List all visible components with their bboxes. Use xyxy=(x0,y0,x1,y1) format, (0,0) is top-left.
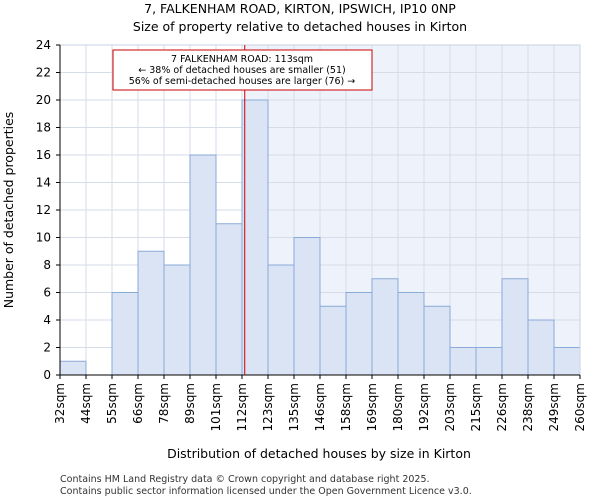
bar xyxy=(111,292,139,376)
x-tick-label: 249sqm xyxy=(547,383,561,431)
x-tick-label: 146sqm xyxy=(313,383,327,431)
annotation-line2: ← 38% of detached houses are smaller (51… xyxy=(138,65,345,76)
bar xyxy=(293,237,321,376)
x-tick-label: 180sqm xyxy=(391,383,405,431)
y-tick-label: 22 xyxy=(36,66,51,80)
x-tick-label: 112sqm xyxy=(235,383,249,431)
y-axis-label: Number of detached properties xyxy=(1,112,16,309)
x-tick-labels: 32sqm 44sqm 55sqm 66sqm 78sqm 89sqm 101sqm 112s… xyxy=(53,375,587,431)
bar xyxy=(397,292,425,376)
bar xyxy=(137,250,165,376)
y-tick-label: 20 xyxy=(36,93,51,107)
bar xyxy=(267,264,295,376)
annotation-line3: 56% of semi-detached houses are larger (… xyxy=(129,76,356,87)
bar xyxy=(527,319,555,376)
bar xyxy=(319,305,347,376)
y-tick-label: 6 xyxy=(43,286,51,300)
x-tick-label: 101sqm xyxy=(209,383,223,431)
y-tick-label: 2 xyxy=(43,341,51,355)
bar xyxy=(241,99,269,376)
x-tick-label: 32sqm xyxy=(53,383,67,424)
x-tick-label: 66sqm xyxy=(131,383,145,424)
chart-title-line2: Size of property relative to detached ho… xyxy=(133,19,467,34)
x-axis-label: Distribution of detached houses by size … xyxy=(167,446,471,461)
bar xyxy=(449,347,477,376)
y-tick-label: 18 xyxy=(36,121,51,135)
x-tick-label: 215sqm xyxy=(469,383,483,431)
x-tick-label: 55sqm xyxy=(105,383,119,424)
annotation-box: 7 FALKENHAM ROAD: 113sqm ← 38% of detach… xyxy=(112,49,373,91)
x-tick-label: 123sqm xyxy=(261,383,275,431)
bar xyxy=(189,154,217,376)
footer-line2: Contains public sector information licen… xyxy=(60,486,472,497)
x-tick-label: 135sqm xyxy=(287,383,301,431)
bar xyxy=(345,292,373,376)
x-tick-label: 44sqm xyxy=(79,383,93,424)
annotation-line1: 7 FALKENHAM ROAD: 113sqm xyxy=(171,54,313,65)
x-tick-label: 238sqm xyxy=(521,383,535,431)
footer-line1: Contains HM Land Registry data © Crown c… xyxy=(60,474,430,485)
bar xyxy=(371,278,399,376)
annotation-border xyxy=(112,49,373,91)
bar xyxy=(215,223,243,376)
y-tick-label: 12 xyxy=(36,203,51,217)
y-tick-label: 24 xyxy=(36,38,51,52)
bar xyxy=(423,305,451,376)
x-tick-label: 169sqm xyxy=(365,383,379,431)
bar xyxy=(59,360,87,376)
x-tick-label: 260sqm xyxy=(573,383,587,431)
bar xyxy=(163,264,191,376)
x-tick-label: 226sqm xyxy=(495,383,509,431)
x-tick-label: 192sqm xyxy=(417,383,431,431)
x-tick-label: 158sqm xyxy=(339,383,353,431)
x-tick-label: 89sqm xyxy=(183,383,197,424)
y-tick-label: 16 xyxy=(36,148,51,162)
chart-title-line1: 7, FALKENHAM ROAD, KIRTON, IPSWICH, IP10… xyxy=(144,1,456,16)
y-tick-label: 14 xyxy=(36,176,51,190)
y-tick-label: 10 xyxy=(36,231,51,245)
bar xyxy=(475,347,503,376)
y-tick-label: 8 xyxy=(43,258,51,272)
y-tick-label: 0 xyxy=(43,368,51,382)
x-tick-label: 78sqm xyxy=(157,383,171,424)
bar xyxy=(553,347,581,376)
y-tick-label: 4 xyxy=(43,313,51,327)
bar xyxy=(501,278,529,376)
x-tick-label: 203sqm xyxy=(443,383,457,431)
